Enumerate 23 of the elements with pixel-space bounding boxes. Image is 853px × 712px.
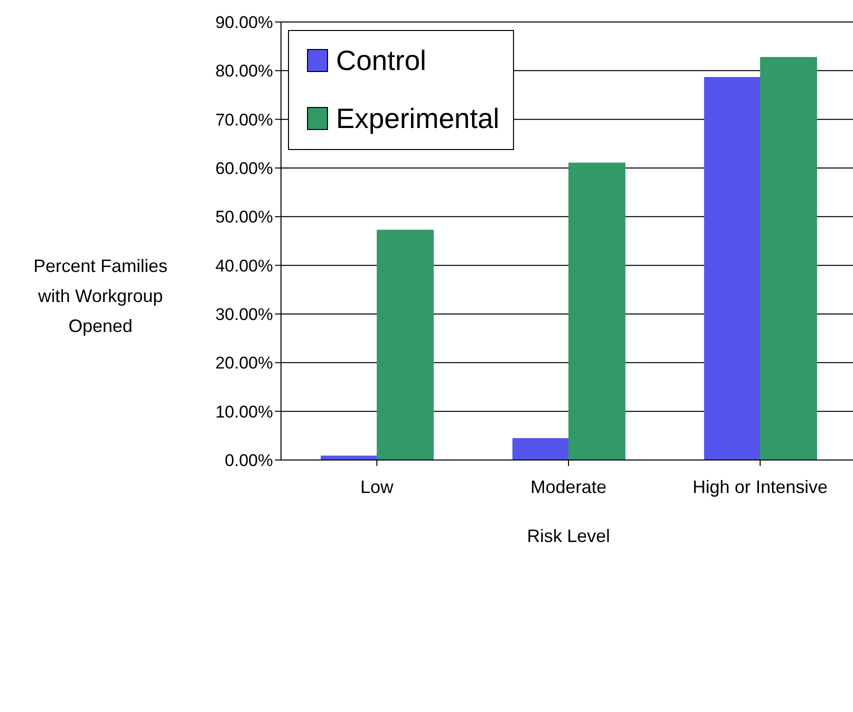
legend-label: Experimental bbox=[336, 103, 500, 135]
bar bbox=[512, 438, 570, 460]
y-tick-label: 50.00% bbox=[215, 208, 273, 227]
bar bbox=[320, 456, 378, 460]
y-tick-label: 30.00% bbox=[215, 305, 273, 324]
y-axis-title: Percent Families with Workgroup Opened bbox=[32, 255, 169, 338]
x-tick-label: High or Intensive bbox=[692, 476, 828, 497]
y-tick-label: 20.00% bbox=[215, 354, 273, 373]
bar bbox=[704, 76, 762, 460]
bar bbox=[376, 230, 434, 460]
x-tick-label: Moderate bbox=[530, 476, 607, 497]
y-tick-label: 40.00% bbox=[215, 256, 273, 276]
x-axis-title: Risk Level bbox=[526, 526, 612, 547]
x-tick-label: Low bbox=[360, 476, 394, 497]
y-tick-label: 90.00% bbox=[215, 13, 273, 32]
y-tick-label: 10.00% bbox=[215, 402, 273, 422]
bar bbox=[568, 162, 626, 460]
y-tick-label: 0.00% bbox=[224, 451, 273, 470]
y-tick-label: 60.00% bbox=[215, 159, 273, 178]
y-tick-label: 70.00% bbox=[215, 110, 273, 130]
y-tick-label: 80.00% bbox=[215, 62, 273, 81]
legend-label: Control bbox=[336, 45, 426, 77]
bar bbox=[760, 57, 818, 460]
